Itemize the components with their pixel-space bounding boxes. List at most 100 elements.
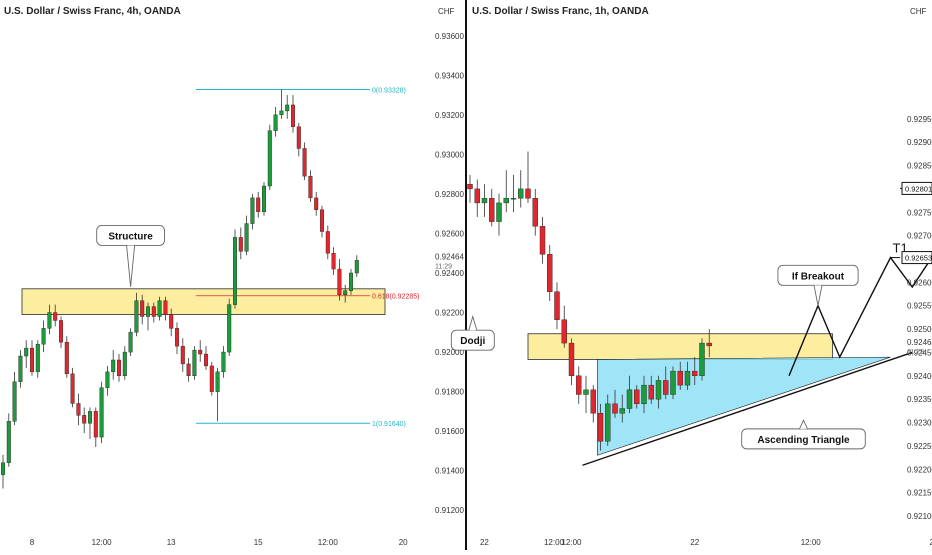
candle-body [613,404,618,413]
fib-label-low: 1(0.91640) [372,421,406,428]
candle-body [656,380,661,399]
candle-body [511,198,516,199]
candle-body [526,189,531,198]
current-price-label: 0.92464 [435,252,464,261]
x-tick-label: 12:00 [561,538,582,547]
y-tick-label: 0.92100 [907,512,932,521]
candle-body [36,344,40,372]
candle-body [164,301,168,315]
current-price-label: 0.92464 [907,338,932,347]
y-tick-label: 0.92800 [435,190,464,199]
candle-body [13,382,17,422]
y-tick-label: 0.93600 [435,32,464,41]
candle-body [518,189,523,198]
callout-pointer [814,285,822,305]
candle-body [576,376,581,395]
candle-body [320,210,324,232]
x-tick-label: 8 [30,538,35,547]
candle-body [707,343,712,346]
candle-body [48,313,52,329]
candle-body [7,421,11,463]
candle-body [158,301,162,317]
candle-body [181,346,185,364]
candle-body [152,307,156,317]
candle-body [262,186,266,212]
callout-pointer [469,316,477,330]
candle-body [216,372,220,392]
candle-body [245,224,249,252]
y-tick-label: 0.92400 [907,372,932,381]
candle-body [198,350,202,354]
candle-body [30,348,34,372]
candle-body [620,409,625,414]
candle-body [1,463,5,475]
x-tick-label: 12:00 [318,538,339,547]
candle-body [468,184,473,189]
candle-body [210,366,214,392]
candle-body [251,198,255,224]
candle-body [497,203,502,222]
chart-title: U.S. Dollar / Swiss Franc, 4h, OANDA [4,6,181,17]
candle-body [19,356,23,382]
fib-label-mid: 0.618(0.92285) [372,294,419,301]
x-tick-label: 22 [690,538,699,547]
candle-body [146,307,150,317]
candle-body [129,332,133,352]
candle-body [268,131,272,186]
chart-title: U.S. Dollar / Swiss Franc, 1h, OANDA [472,6,649,17]
candle-body [71,374,75,404]
candle-body [562,320,567,343]
candle-body [65,342,69,374]
candle-body [111,360,115,372]
currency-label: CHF [910,7,927,16]
candle-body [88,411,92,423]
candle-body [671,371,676,394]
candle-body [59,320,63,342]
candle-body [193,350,197,376]
candle-body [482,198,487,203]
callout-text: Ascending Triangle [757,435,850,446]
candle-body [204,354,208,366]
fib-label-high: 0(0.93328) [372,88,406,95]
candle-body [591,390,596,413]
candle-body [700,343,705,376]
y-tick-label: 0.91600 [435,427,464,436]
candle-body [314,198,318,210]
y-tick-label: 0.91400 [435,467,464,476]
candle-body [678,371,683,385]
y-tick-label: 0.92600 [435,229,464,238]
y-tick-label: 0.92200 [907,465,932,474]
candle-body [94,411,98,437]
candle-body [338,269,342,295]
candle-body [349,273,353,291]
candle-body [169,315,173,329]
y-tick-label: 0.93000 [435,150,464,159]
y-tick-label: 0.91200 [435,506,464,515]
candle-body [24,348,28,356]
callout-pointer [800,420,808,429]
candle-body [82,415,86,423]
candle-body [239,237,243,251]
candle-body [605,404,610,441]
candle-body [100,388,104,437]
current-price-time: 11:29 [435,263,452,270]
candle-body [222,352,226,372]
candle-body [692,371,697,376]
candle-body [280,111,284,115]
candle-body [642,385,647,404]
candle-body [649,385,654,399]
candle-body [504,198,509,203]
candle-body [598,413,603,441]
y-tick-label: 0.93400 [435,71,464,80]
candle-body [634,390,639,404]
support-zone [22,289,385,315]
